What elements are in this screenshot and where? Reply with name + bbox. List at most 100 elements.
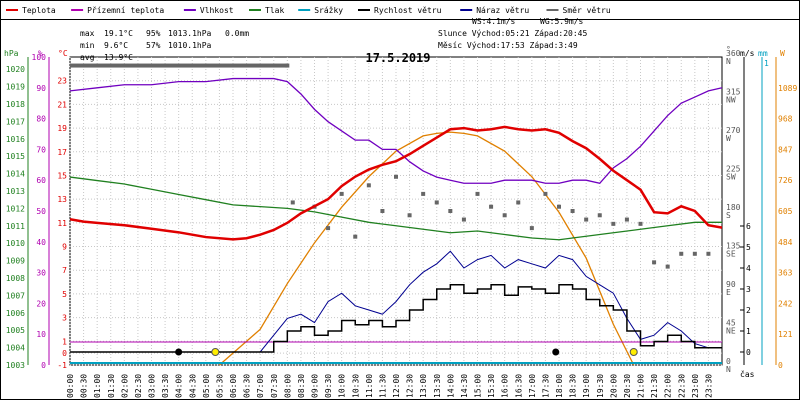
direction-name-label: SE xyxy=(726,250,736,259)
time-tick-label: 01:30 xyxy=(107,374,116,398)
wind-direction-point xyxy=(407,213,412,218)
wind-direction-point xyxy=(624,217,629,222)
temp-tick-label: 11 xyxy=(57,219,67,228)
wind-direction-point xyxy=(692,251,697,256)
stats-pressure: 1013.1hPa xyxy=(168,29,212,38)
legend-label: Náraz větru xyxy=(476,6,529,15)
wind-tick-label: 0 xyxy=(746,348,751,357)
temp-tick-label: 23 xyxy=(57,77,67,86)
time-tick-label: 08:00 xyxy=(283,374,292,398)
direction-name-label: W xyxy=(726,134,731,143)
direction-degree-label: 180 xyxy=(726,203,741,212)
wind-tick-label: 4 xyxy=(746,264,751,273)
direction-degree-label: 270 xyxy=(726,126,741,135)
direction-degree-label: 225 xyxy=(726,165,741,174)
pressure-tick-label: 1015 xyxy=(6,152,25,161)
pressure-tick-label: 1012 xyxy=(6,204,25,213)
time-tick-label: 06:00 xyxy=(229,374,238,398)
direction-unit-label: ° xyxy=(726,45,731,54)
pressure-tick-label: 1011 xyxy=(6,222,25,231)
time-tick-label: 20:30 xyxy=(623,374,632,398)
legend-label: Teplota xyxy=(22,6,56,15)
time-tick-label: 06:30 xyxy=(243,374,252,398)
time-tick-label: 17:30 xyxy=(541,374,550,398)
time-tick-label: 17:00 xyxy=(528,374,537,398)
direction-name-label: NW xyxy=(726,96,736,105)
time-tick-label: 13:30 xyxy=(433,374,442,398)
humidity-tick-label: 80 xyxy=(36,115,46,124)
time-tick-label: 02:00 xyxy=(120,374,129,398)
radiation-tick-label: 242 xyxy=(778,299,793,308)
wind-direction-point xyxy=(394,174,398,179)
time-tick-label: 08:30 xyxy=(297,374,306,398)
temp-tick-label: 7 xyxy=(62,266,67,275)
time-tick-label: 16:00 xyxy=(501,374,510,398)
time-tick-label: 12:30 xyxy=(406,374,415,398)
time-tick-label: 23:00 xyxy=(691,374,700,398)
pressure-tick-label: 1008 xyxy=(6,274,25,283)
temp-tick-label: 1 xyxy=(62,337,67,346)
stats-panel: max 19.1°C 95% 1013.1hPa 0.0mm min 9.6°C 57% 101… xyxy=(80,17,587,62)
time-tick-label: 12:00 xyxy=(392,374,401,398)
time-tick-label: 13:00 xyxy=(419,374,428,398)
humidity-tick-label: 40 xyxy=(36,238,46,247)
time-tick-label: 04:00 xyxy=(175,374,184,398)
time-tick-label: 00:30 xyxy=(80,374,89,398)
wind-direction-point xyxy=(652,260,657,265)
stats-temp: 9.6°C xyxy=(104,41,128,50)
moonset-marker xyxy=(175,348,183,356)
direction-name-label: NE xyxy=(726,327,736,336)
pressure-tick-label: 1009 xyxy=(6,257,25,266)
wind-direction-point xyxy=(529,226,534,231)
time-tick-label: 01:00 xyxy=(93,374,102,398)
pressure-line xyxy=(69,176,722,241)
radiation-tick-label: 726 xyxy=(778,176,793,185)
temp-tick-label: 0 xyxy=(62,349,67,358)
time-tick-label: 07:00 xyxy=(256,374,265,398)
time-tick-label: 11:30 xyxy=(378,374,387,398)
wind-direction-point xyxy=(448,209,453,213)
legend-label: Směr větru xyxy=(563,6,611,15)
direction-name-label: SW xyxy=(726,173,736,182)
stats-temp: 19.1°C xyxy=(104,29,133,38)
temp-tick-label: 9 xyxy=(62,243,67,252)
humidity-tick-label: 50 xyxy=(36,207,46,216)
temp-tick-label: 21 xyxy=(57,100,67,109)
humidity-tick-label: 0 xyxy=(41,361,46,370)
time-tick-label: 18:00 xyxy=(555,374,564,398)
humidity-tick-label: 30 xyxy=(36,269,46,278)
wind-tick-label: 6 xyxy=(746,222,751,231)
radiation-tick-label: 484 xyxy=(778,238,793,247)
pressure-tick-label: 1014 xyxy=(6,170,25,179)
humidity-tick-label: 60 xyxy=(36,176,46,185)
pressure-tick-label: 1006 xyxy=(6,309,25,318)
time-tick-label: 00:00 xyxy=(66,374,75,398)
time-tick-label: 03:00 xyxy=(148,374,157,398)
pressure-tick-label: 1017 xyxy=(6,117,25,126)
pressure-tick-label: 1020 xyxy=(6,65,25,74)
time-tick-label: 05:30 xyxy=(215,374,224,398)
temp-tick-label: 19 xyxy=(57,124,67,133)
wind-direction-point xyxy=(290,200,295,205)
wind-direction-point xyxy=(489,204,494,209)
chart-title: 17.5.2019 xyxy=(365,51,430,65)
direction-degree-label: 360 xyxy=(726,49,741,58)
time-tick-label: 02:30 xyxy=(134,374,143,398)
wind-direction-point xyxy=(570,209,575,213)
radiation-tick-label: 363 xyxy=(778,269,793,278)
time-tick-label: 07:30 xyxy=(270,374,279,398)
time-tick-label: 22:00 xyxy=(664,374,673,398)
wind-direction-point xyxy=(543,191,548,196)
wind-direction-point xyxy=(353,234,358,239)
humidity-tick-label: 100 xyxy=(32,53,47,62)
wind-direction-point xyxy=(706,251,711,256)
time-tick-label: 15:00 xyxy=(474,374,483,398)
wind-direction-point xyxy=(557,204,561,209)
temp-unit-label: °C xyxy=(58,49,68,58)
rain-top-label: 1 xyxy=(764,59,769,68)
wind-direction-point xyxy=(638,221,643,226)
time-tick-label: 14:30 xyxy=(460,374,469,398)
wind-unit-label: m/s xyxy=(740,49,755,58)
stats-label: avg xyxy=(80,53,95,62)
